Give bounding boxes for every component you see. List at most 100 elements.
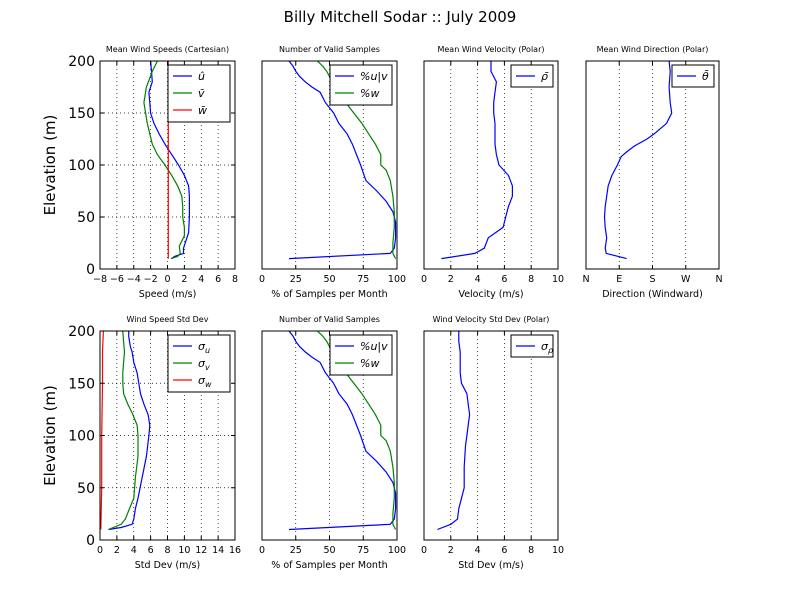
x-tick-label: 0 — [164, 274, 170, 285]
legend-label: %w — [360, 357, 379, 370]
chart-title: Number of Valid Samples — [279, 45, 380, 54]
x-tick-label: −2 — [144, 274, 158, 285]
legend-label: %u|v — [360, 70, 388, 83]
x-tick-label: −8 — [93, 274, 107, 285]
legend: %u|v %w — [329, 334, 393, 376]
chart-title: Wind Speed Std Dev — [127, 315, 209, 324]
x-tick-label: 4 — [475, 545, 481, 556]
legend-box — [329, 334, 393, 376]
series-line — [100, 330, 104, 530]
x-tick-label: 2 — [448, 274, 454, 285]
y-axis-label: Elevation (m) — [41, 385, 59, 486]
x-tick-label: 4 — [131, 545, 137, 556]
x-tick-label: N — [582, 274, 589, 285]
x-axis-label: Direction (Windward) — [602, 289, 703, 300]
x-tick-label: 0 — [97, 545, 103, 556]
y-tick-label: 150 — [68, 106, 95, 122]
legend-label: σv — [198, 357, 210, 372]
chart-title: Number of Valid Samples — [279, 315, 380, 324]
series-line — [108, 330, 139, 531]
x-tick-label: 25 — [290, 274, 302, 285]
x-tick-label: 4 — [475, 274, 481, 285]
chart-title: Mean Wind Direction (Polar) — [597, 45, 709, 54]
x-tick-label: W — [681, 274, 691, 285]
chart-title: Mean Wind Velocity (Polar) — [437, 45, 544, 54]
legend-label: w̄ — [198, 104, 207, 117]
legend-label: θ̄ — [702, 70, 709, 83]
x-tick-label: 12 — [195, 545, 207, 556]
x-tick-label: 16 — [229, 545, 241, 556]
x-tick-label: 50 — [323, 274, 335, 285]
chart-panel-4: N E S W N Mean Wind Direction (Polar) Directio… — [582, 45, 722, 300]
x-tick-label: 2 — [181, 274, 187, 285]
axes-frame — [423, 60, 559, 270]
x-axis-label: Std Dev (m/s) — [458, 560, 523, 571]
x-tick-label: −4 — [127, 274, 141, 285]
y-tick-label: 150 — [68, 376, 95, 392]
legend: %u|v %w — [329, 64, 393, 106]
x-tick-label: 0 — [259, 545, 265, 556]
x-tick-label: 6 — [148, 545, 154, 556]
x-tick-label: 2 — [114, 545, 120, 556]
x-axis-label: Speed (m/s) — [139, 289, 197, 300]
series-line — [441, 61, 514, 260]
x-tick-label: 0 — [259, 274, 265, 285]
y-tick-label: 200 — [68, 54, 95, 70]
legend-label: û — [198, 70, 205, 83]
legend: θ̄ — [671, 64, 715, 88]
series-line — [108, 331, 151, 531]
x-tick-label: S — [649, 274, 655, 285]
chart-title: Mean Wind Speeds (Cartesian) — [106, 45, 229, 54]
x-tick-label: N — [715, 274, 722, 285]
series-line — [288, 330, 397, 531]
chart-panel-6: 0 25 50 75 100 Number of Valid Samples % of Sa… — [259, 315, 406, 571]
x-tick-label: 8 — [528, 274, 534, 285]
legend: σρ — [510, 334, 554, 358]
x-tick-label: 6 — [501, 545, 507, 556]
x-tick-label: 100 — [388, 545, 406, 556]
y-tick-label: 100 — [68, 429, 95, 445]
x-tick-label: 6 — [215, 274, 221, 285]
x-tick-label: E — [616, 274, 622, 285]
axes-frame — [423, 330, 559, 541]
series-line — [288, 60, 397, 260]
figure-title: Billy Mitchell Sodar :: July 2009 — [283, 8, 517, 26]
x-tick-label: 100 — [388, 274, 406, 285]
legend-label: v̄ — [198, 87, 205, 100]
y-tick-label: 50 — [77, 210, 95, 226]
x-axis-label: % of Samples per Month — [271, 560, 387, 571]
legend-box — [329, 64, 393, 106]
series-line — [437, 331, 471, 531]
x-tick-label: 10 — [552, 545, 564, 556]
series-line — [143, 60, 185, 260]
x-axis-label: % of Samples per Month — [271, 289, 387, 300]
series-line — [603, 60, 673, 260]
x-tick-label: 4 — [198, 274, 204, 285]
x-tick-label: 8 — [232, 274, 238, 285]
x-tick-label: 2 — [448, 545, 454, 556]
legend-label: %w — [360, 87, 379, 100]
x-tick-label: 8 — [528, 545, 534, 556]
x-tick-label: 10 — [552, 274, 564, 285]
chart-panel-3: 0 2 4 6 8 10 Mean Wind Velocity (Polar) Velocit… — [421, 45, 564, 300]
y-tick-label: 0 — [86, 262, 95, 278]
legend: û v̄ w̄ — [167, 64, 231, 123]
y-tick-label: 100 — [68, 158, 95, 174]
legend-label: %u|v — [360, 340, 388, 353]
x-tick-label: 10 — [178, 545, 190, 556]
series-line — [148, 60, 190, 260]
x-tick-label: 50 — [323, 545, 335, 556]
x-tick-label: 75 — [357, 274, 369, 285]
y-tick-label: 0 — [86, 533, 95, 549]
x-axis-label: Std Dev (m/s) — [135, 560, 200, 571]
y-axis-label: Elevation (m) — [41, 115, 59, 216]
x-tick-label: 0 — [421, 274, 427, 285]
legend-label: ρ̄ — [541, 70, 549, 83]
y-tick-label: 200 — [68, 324, 95, 340]
chart-panel-7: 0 2 4 6 8 10 Wind Velocity Std Dev (Polar) Std … — [421, 315, 564, 571]
x-tick-label: −6 — [110, 274, 124, 285]
